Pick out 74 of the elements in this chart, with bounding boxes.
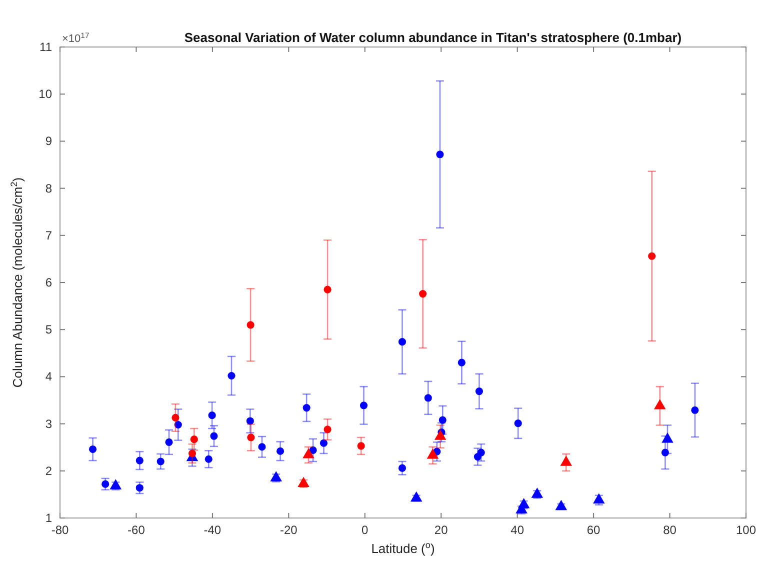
point xyxy=(398,338,406,346)
y-tick-label: 5 xyxy=(45,322,52,337)
point xyxy=(165,438,173,446)
y-tick-label: 4 xyxy=(45,370,52,384)
y-tick-label: 9 xyxy=(45,134,52,148)
point xyxy=(190,436,198,444)
point xyxy=(654,399,666,410)
point xyxy=(410,491,422,502)
point xyxy=(324,426,332,434)
point xyxy=(136,484,144,492)
x-tick-label: 0 xyxy=(362,523,369,537)
point xyxy=(276,447,284,455)
point xyxy=(434,430,446,440)
point xyxy=(156,458,164,466)
point xyxy=(204,455,212,463)
point xyxy=(555,500,568,510)
x-tick-label: 100 xyxy=(736,523,756,537)
y-tick-label: 8 xyxy=(45,181,52,196)
point xyxy=(309,446,317,454)
x-tick-label: 60 xyxy=(586,523,601,537)
point xyxy=(228,372,236,380)
point xyxy=(320,439,328,447)
x-axis-title: Latitude ($^{o}$) xyxy=(371,540,435,556)
point xyxy=(210,432,218,440)
y-tick-label: 7 xyxy=(45,228,52,242)
point xyxy=(531,488,544,498)
point xyxy=(246,417,254,425)
point xyxy=(691,406,699,414)
point xyxy=(436,150,444,158)
point xyxy=(174,420,182,429)
point xyxy=(662,432,674,443)
x-tick-label: -80 xyxy=(51,523,69,537)
point xyxy=(560,456,572,466)
point xyxy=(419,290,427,298)
x-tick-label: -60 xyxy=(128,523,146,537)
point xyxy=(208,412,216,420)
point xyxy=(302,448,314,458)
point xyxy=(270,471,282,482)
point xyxy=(298,476,310,488)
point xyxy=(102,480,110,488)
point xyxy=(357,442,365,450)
point xyxy=(324,286,332,294)
point xyxy=(648,252,656,260)
point xyxy=(136,456,144,464)
point xyxy=(514,420,522,428)
point xyxy=(258,443,266,451)
y-tick-label: 6 xyxy=(45,276,52,290)
point xyxy=(246,321,254,329)
y-tick-label: 11 xyxy=(40,40,52,54)
point xyxy=(438,416,446,424)
point xyxy=(458,358,466,366)
point xyxy=(424,394,432,402)
x-tick-label: 20 xyxy=(434,523,448,537)
point xyxy=(247,434,255,442)
y-tick-label: 10 xyxy=(38,87,52,102)
point xyxy=(88,445,97,454)
x-tick-label: 80 xyxy=(663,523,677,537)
point xyxy=(302,404,310,412)
x-tick-label: 40 xyxy=(510,523,524,537)
point xyxy=(172,414,180,422)
y-tick-label: 1 xyxy=(45,511,52,525)
y-tick-label: 3 xyxy=(45,416,52,431)
point xyxy=(661,448,669,456)
point xyxy=(477,448,485,456)
point xyxy=(475,388,484,396)
x-tick-label: -20 xyxy=(280,523,298,537)
chart-title: Seasonal Variation of Water column abundance in Titan's stratosphere (0.1mbar) xyxy=(184,30,682,45)
point xyxy=(426,448,439,459)
text: ×10$^{17}$ xyxy=(62,30,90,45)
y-tick-label: 2 xyxy=(45,464,52,478)
point xyxy=(360,402,368,410)
x-tick-label: -40 xyxy=(204,523,222,537)
point xyxy=(398,464,406,472)
point xyxy=(188,450,196,458)
